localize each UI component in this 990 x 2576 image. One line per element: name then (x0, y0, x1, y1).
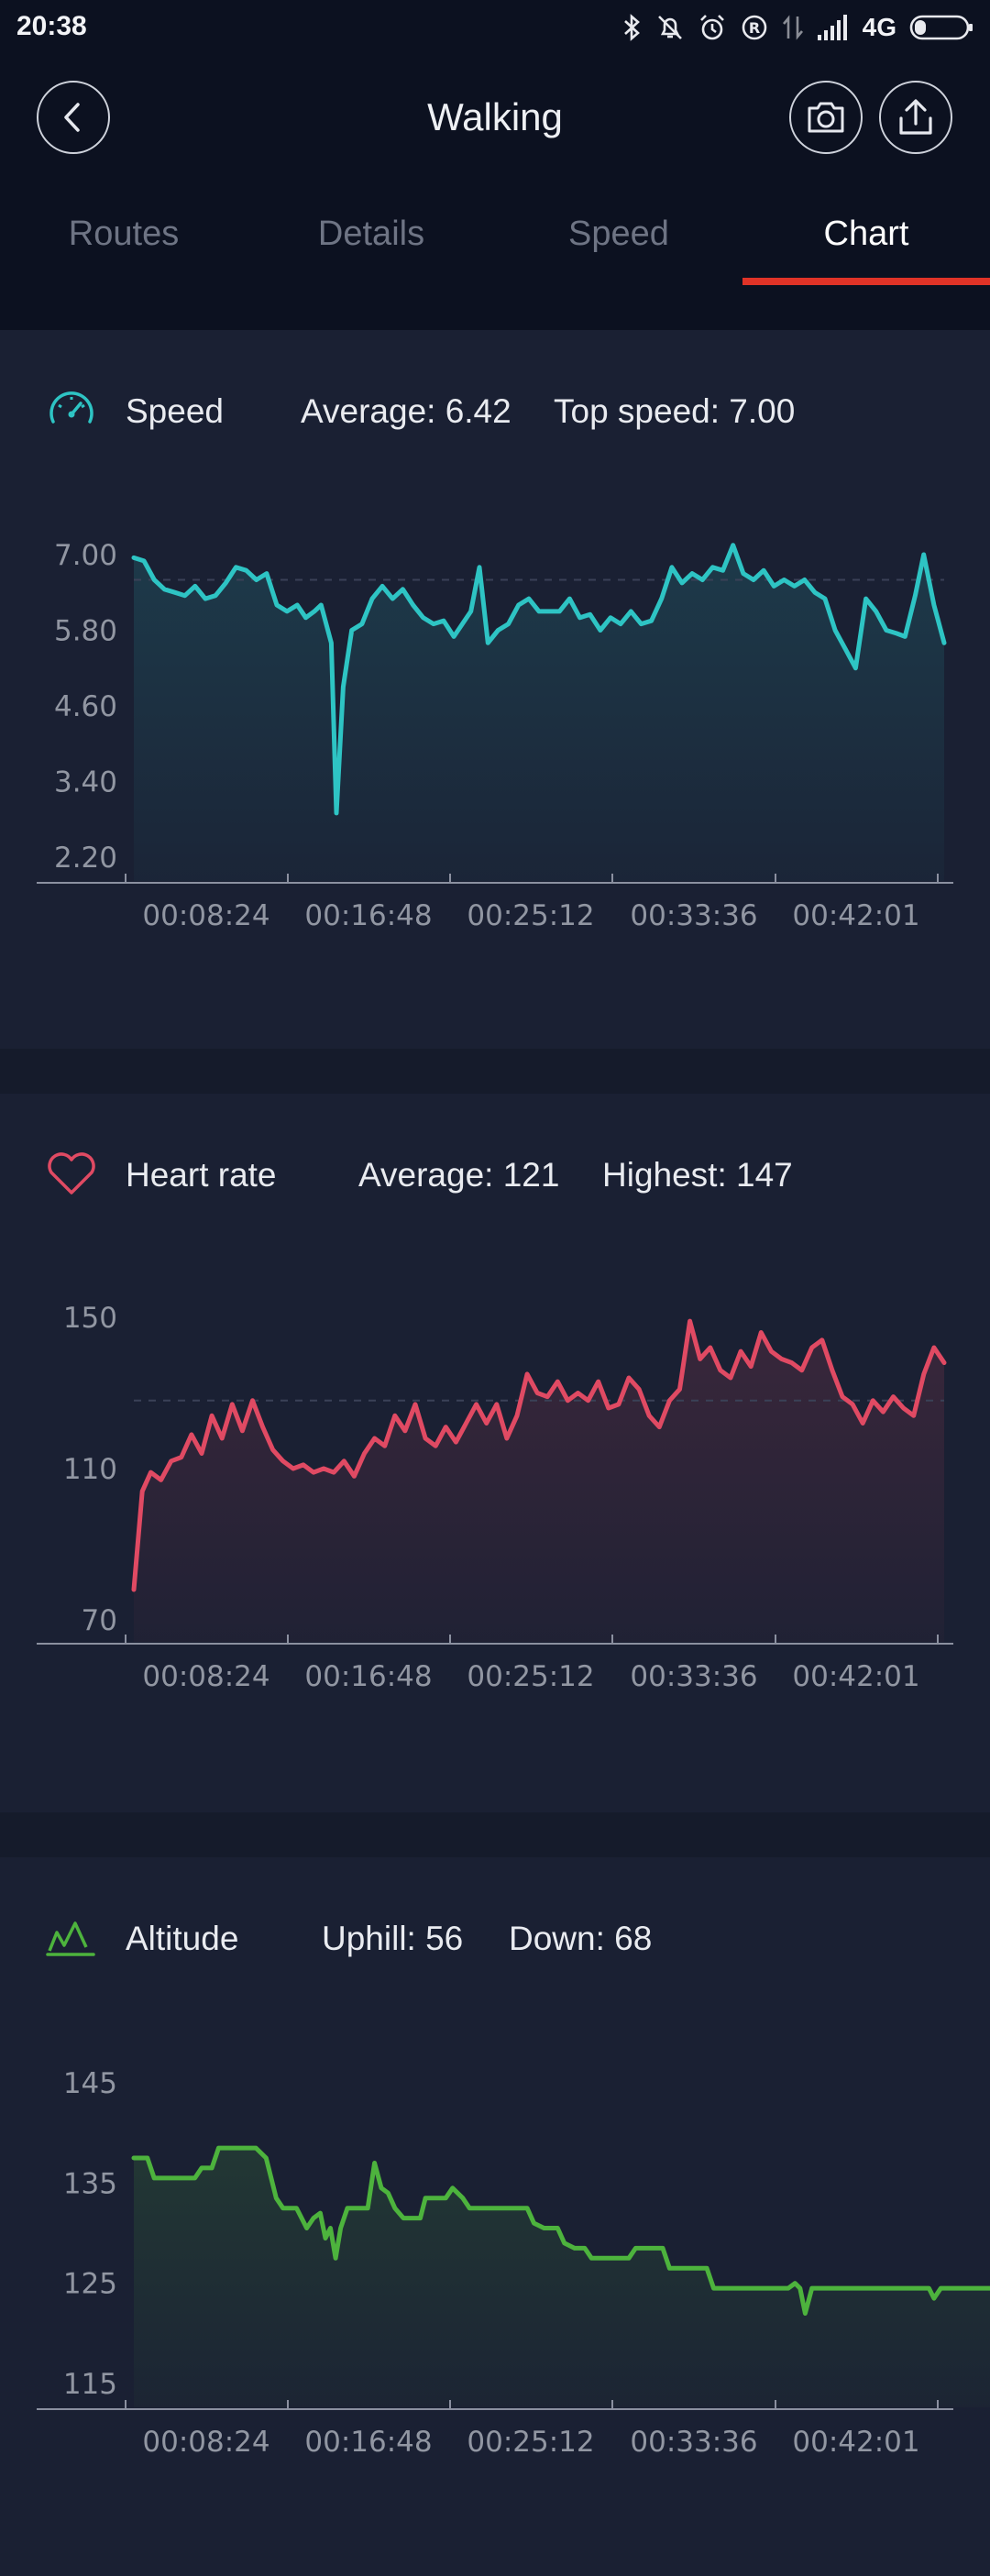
x-tick-label: 00:16:48 (304, 2426, 432, 2459)
heart-rate-highest: Highest: 147 (602, 1156, 793, 1194)
alarm-icon (699, 15, 724, 40)
x-tick-label: 00:25:12 (467, 2426, 594, 2459)
active-tab-indicator (742, 278, 990, 285)
tab-speed[interactable]: Speed (568, 215, 669, 253)
altitude-uphill: Uphill: 56 (322, 1920, 464, 1957)
altitude-card-title: Altitude (126, 1920, 239, 1957)
status-icons: R 4G (622, 9, 974, 46)
bell-muted-icon (657, 16, 682, 39)
speedometer-icon (50, 391, 94, 424)
heart-icon (48, 1152, 95, 1194)
y-tick-label: 110 (63, 1453, 117, 1486)
x-tick-label: 00:33:36 (630, 2426, 757, 2459)
x-tick-label: 00:16:48 (304, 1660, 432, 1693)
speed-chart: 7.00 5.80 4.60 3.40 2.20 00:08:24 00:16:48 00:2… (37, 539, 953, 932)
y-tick-label: 115 (63, 2368, 117, 2401)
altitude-down: Down: 68 (509, 1920, 653, 1957)
status-bar: 20:38 R 4G (0, 0, 990, 55)
x-tick-label: 00:08:24 (142, 1660, 270, 1693)
signal-icon (817, 15, 847, 40)
x-tick-label: 00:33:36 (630, 899, 757, 932)
y-tick-label: 125 (63, 2268, 117, 2301)
heart-rate-card: Heart rate Average: 121 Highest: 147 150… (0, 1094, 990, 1812)
tab-routes[interactable]: Routes (68, 215, 180, 253)
x-tick-label: 00:08:24 (142, 2426, 270, 2459)
y-tick-label: 3.40 (54, 766, 117, 799)
page-title: Walking (427, 95, 563, 138)
x-tick-label: 00:42:01 (792, 2426, 919, 2459)
series-area (134, 1321, 944, 1642)
altitude-chart: 145 135 125 115 00:08:24 00:16:48 00:25:12 00:3… (37, 2067, 990, 2459)
data-transfer-icon (782, 15, 803, 40)
speed-card-title: Speed (126, 392, 224, 430)
y-tick-label: 7.00 (54, 539, 117, 572)
camera-button[interactable] (789, 81, 863, 154)
tab-bar: Routes Details Speed Chart (0, 183, 990, 330)
altitude-card: Altitude Uphill: 56 Down: 68 145 135 125 11… (0, 1857, 990, 2576)
series-area (134, 2148, 990, 2407)
y-tick-label: 135 (63, 2167, 117, 2200)
y-tick-label: 4.60 (54, 690, 117, 723)
app-header: Walking (0, 55, 990, 183)
x-tick-label: 00:25:12 (467, 1660, 594, 1693)
series-line (131, 543, 947, 816)
y-tick-label: 5.80 (54, 615, 117, 648)
heart-rate-average: Average: 121 (358, 1156, 560, 1194)
heart-rate-chart: 150 110 70 00:08:24 00:16:48 00:25:12 00:33:36… (37, 1302, 953, 1693)
tab-chart[interactable]: Chart (823, 215, 909, 253)
upload-icon (899, 99, 932, 135)
mountain-icon (46, 1921, 95, 1956)
x-tick-label: 00:08:24 (142, 899, 270, 932)
svg-text:R: R (748, 19, 759, 37)
x-tick-label: 00:25:12 (467, 899, 594, 932)
tab-details[interactable]: Details (317, 215, 425, 253)
battery-icon (909, 15, 973, 40)
speed-top: Top speed: 7.00 (554, 392, 796, 430)
chevron-left-icon (64, 103, 80, 132)
series-area (134, 545, 944, 881)
x-tick-label: 00:16:48 (304, 899, 432, 932)
x-tick-label: 00:33:36 (630, 1660, 757, 1693)
y-tick-label: 2.20 (54, 842, 117, 875)
registered-icon: R (742, 15, 766, 40)
y-tick-label: 145 (63, 2067, 117, 2100)
share-button[interactable] (879, 81, 952, 154)
status-time: 20:38 (16, 11, 87, 41)
series-line (131, 2145, 990, 2316)
back-button[interactable] (37, 81, 110, 154)
series-line (131, 1318, 947, 1592)
bluetooth-icon (623, 14, 640, 41)
y-tick-label: 150 (63, 1302, 117, 1335)
camera-icon (808, 102, 844, 133)
x-tick-label: 00:42:01 (792, 1660, 919, 1693)
network-type: 4G (862, 13, 896, 41)
x-tick-label: 00:42:01 (792, 899, 919, 932)
heart-rate-card-title: Heart rate (126, 1156, 277, 1194)
speed-average: Average: 6.42 (301, 392, 512, 430)
speed-card: Speed Average: 6.42 Top speed: 7.00 7.00… (0, 330, 990, 1049)
y-tick-label: 70 (82, 1604, 117, 1637)
